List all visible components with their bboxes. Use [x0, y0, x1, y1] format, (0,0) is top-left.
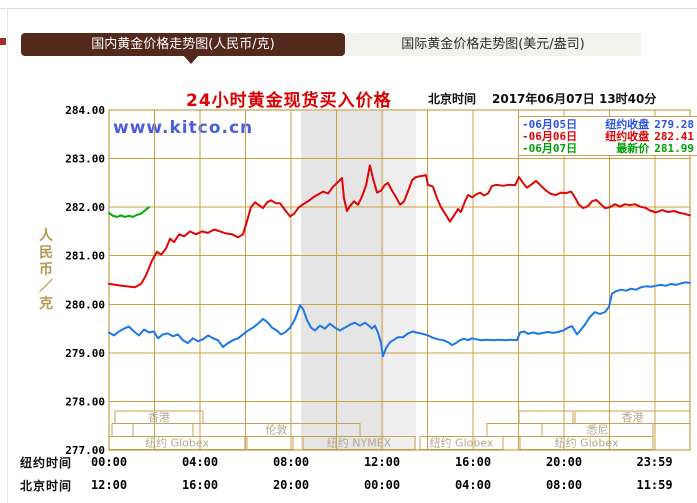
- legend-line-sample: -: [522, 141, 529, 155]
- x-tick-bj: 16:00: [182, 478, 218, 492]
- y-tick-label: 278.00: [65, 395, 105, 408]
- x-tick-ny: 12:00: [364, 455, 400, 469]
- plot-border: [108, 109, 691, 451]
- legend-line-sample: -: [522, 117, 529, 131]
- x-tick-bj: 00:00: [364, 478, 400, 492]
- x-tick-bj: 20:00: [273, 478, 309, 492]
- legend-value: 282.41: [654, 129, 694, 143]
- session-box: [246, 436, 294, 450]
- session-label: 纽约 Globex: [430, 436, 494, 450]
- legend-line-sample: -: [522, 129, 529, 143]
- legend-item-1: -06月06日 纽约收盘 282.41: [522, 129, 694, 144]
- session-label: 悉尼: [586, 424, 608, 437]
- legend-date: 06月06日: [528, 130, 578, 143]
- price-line-0: [108, 281, 691, 358]
- legend-item-2: -06月07日 最新价 281.99: [522, 141, 694, 156]
- y-tick-label: 279.00: [65, 347, 105, 360]
- tab-international-gold[interactable]: 国际黄金价格走势图(美元/盎司): [345, 33, 641, 56]
- active-tab-pointer-icon: [183, 55, 199, 64]
- beijing-time-label: 北京时间: [428, 92, 477, 106]
- price-line-2: [108, 206, 150, 218]
- session-label: 香港: [148, 411, 170, 424]
- x-tick-bj: 04:00: [455, 478, 491, 492]
- legend-date: 06月07日: [528, 142, 578, 155]
- x-tick-ny: 23:59: [636, 455, 672, 469]
- y-tick-label: 277.00: [65, 444, 105, 457]
- y-tick-label: 281.00: [65, 250, 105, 263]
- y-tick-label: 280.00: [65, 298, 105, 311]
- top-divider-line: [0, 8, 697, 9]
- left-divider-line: [7, 8, 8, 503]
- price-line-1: [108, 164, 691, 289]
- session-label: 纽约 Globex: [145, 436, 209, 450]
- ny-time-row-label: 纽约时间: [20, 456, 73, 470]
- legend-label: 最新价: [616, 142, 650, 155]
- session-label: 香港: [621, 411, 643, 424]
- x-tick-ny: 16:00: [455, 455, 491, 469]
- x-tick-ny: 04:00: [182, 455, 218, 469]
- x-tick-ny: 20:00: [546, 455, 582, 469]
- y-tick-label: 282.00: [65, 201, 105, 214]
- session-box: [486, 423, 543, 437]
- left-edge-mark: [0, 38, 6, 45]
- legend-item-0: -06月05日 纽约收盘 279.28: [522, 117, 694, 132]
- legend-value: 279.28: [654, 117, 694, 131]
- session-shade-band: [301, 111, 385, 449]
- x-tick-ny: 00:00: [91, 455, 127, 469]
- x-tick-ny: 08:00: [273, 455, 309, 469]
- session-label: 纽约 Globex: [555, 436, 619, 450]
- legend-label: 纽约收盘: [605, 130, 650, 143]
- legend-value: 281.99: [654, 141, 694, 155]
- session-label: 伦敦: [265, 423, 287, 437]
- chart-datetime: 2017年06月07日 13时40分: [492, 92, 657, 106]
- session-box: [111, 423, 134, 437]
- tab-domestic-gold[interactable]: 国内黄金价格走势图(人民币/克): [21, 33, 345, 56]
- x-tick-bj: 12:00: [91, 478, 127, 492]
- x-tick-bj: 08:00: [546, 478, 582, 492]
- chart-legend: -06月05日 纽约收盘 279.28-06月06日 纽约收盘 282.41-06月07…: [518, 116, 697, 156]
- chart-title: 24小时黄金现货买入价格: [186, 91, 392, 111]
- x-tick-bj: 11:59: [636, 478, 672, 492]
- session-box: [518, 410, 574, 424]
- kitco-watermark: www.kitco.cn: [113, 118, 254, 138]
- session-box: [114, 410, 204, 424]
- legend-date: 06月05日: [528, 118, 578, 131]
- y-tick-label: 284.00: [65, 104, 105, 117]
- session-shade-band: [384, 111, 416, 449]
- y-tick-label: 283.00: [65, 153, 105, 166]
- session-label: 纽约 NYMEX: [327, 436, 392, 450]
- legend-label: 纽约收盘: [605, 118, 650, 131]
- y-axis-title: 人 民 币 ／ 克: [39, 228, 53, 312]
- bj-time-row-label: 北京时间: [20, 479, 73, 493]
